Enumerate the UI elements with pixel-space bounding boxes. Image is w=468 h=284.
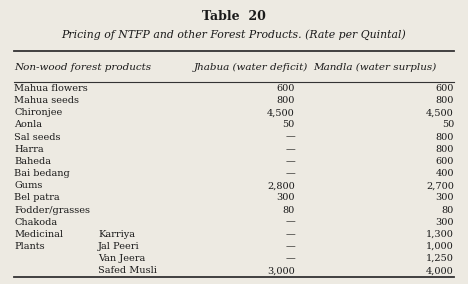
Text: 400: 400 — [435, 169, 454, 178]
Text: Table  20: Table 20 — [202, 10, 266, 23]
Text: Mahua flowers: Mahua flowers — [14, 84, 88, 93]
Text: 300: 300 — [435, 193, 454, 202]
Text: 600: 600 — [277, 84, 295, 93]
Text: 600: 600 — [436, 84, 454, 93]
Text: —: — — [285, 242, 295, 251]
Text: 800: 800 — [436, 96, 454, 105]
Text: Karriya: Karriya — [98, 230, 135, 239]
Text: 80: 80 — [442, 206, 454, 214]
Text: —: — — [285, 133, 295, 142]
Text: —: — — [285, 157, 295, 166]
Text: Harra: Harra — [14, 145, 44, 154]
Text: 2,800: 2,800 — [267, 181, 295, 190]
Text: Van Jeera: Van Jeera — [98, 254, 146, 263]
Text: Aonla: Aonla — [14, 120, 42, 130]
Text: 2,700: 2,700 — [426, 181, 454, 190]
Text: Jhabua (water deficit): Jhabua (water deficit) — [193, 63, 307, 72]
Text: —: — — [285, 230, 295, 239]
Text: 4,000: 4,000 — [426, 266, 454, 275]
Text: Mandla (water surplus): Mandla (water surplus) — [313, 63, 436, 72]
Text: Medicinal: Medicinal — [14, 230, 63, 239]
Text: Chakoda: Chakoda — [14, 218, 57, 227]
Text: 50: 50 — [283, 120, 295, 130]
Text: 800: 800 — [436, 133, 454, 142]
Text: Baheda: Baheda — [14, 157, 51, 166]
Text: 3,000: 3,000 — [267, 266, 295, 275]
Text: Jal Peeri: Jal Peeri — [98, 242, 140, 251]
Text: 4,500: 4,500 — [267, 108, 295, 117]
Text: 800: 800 — [277, 96, 295, 105]
Text: Gums: Gums — [14, 181, 43, 190]
Text: Pricing of NTFP and other Forest Products. (Rate per Quintal): Pricing of NTFP and other Forest Product… — [62, 30, 406, 41]
Text: Mahua seeds: Mahua seeds — [14, 96, 79, 105]
Text: 300: 300 — [435, 218, 454, 227]
Text: Chironjee: Chironjee — [14, 108, 62, 117]
Text: Safed Musli: Safed Musli — [98, 266, 157, 275]
Text: Plants: Plants — [14, 242, 44, 251]
Text: Sal seeds: Sal seeds — [14, 133, 60, 142]
Text: 1,000: 1,000 — [426, 242, 454, 251]
Text: Fodder/grasses: Fodder/grasses — [14, 206, 90, 214]
Text: 80: 80 — [283, 206, 295, 214]
Text: 50: 50 — [442, 120, 454, 130]
Text: Bel patra: Bel patra — [14, 193, 59, 202]
Text: Non-wood forest products: Non-wood forest products — [14, 63, 151, 72]
Text: —: — — [285, 218, 295, 227]
Text: 4,500: 4,500 — [426, 108, 454, 117]
Text: 800: 800 — [436, 145, 454, 154]
Text: Bai bedang: Bai bedang — [14, 169, 70, 178]
Text: 600: 600 — [436, 157, 454, 166]
Text: —: — — [285, 169, 295, 178]
Text: 1,300: 1,300 — [426, 230, 454, 239]
Text: 300: 300 — [276, 193, 295, 202]
Text: —: — — [285, 254, 295, 263]
Text: 1,250: 1,250 — [426, 254, 454, 263]
Text: —: — — [285, 145, 295, 154]
